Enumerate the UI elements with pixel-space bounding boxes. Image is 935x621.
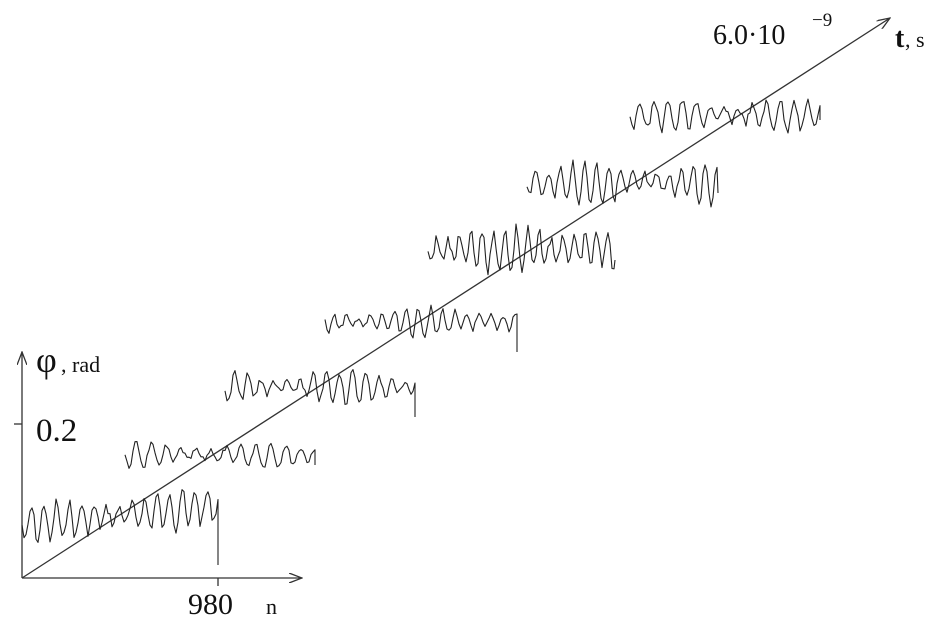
trace-6 [526, 159, 719, 208]
trace-1 [21, 489, 219, 565]
x-axis-label: n [266, 594, 277, 619]
t-tick-exponent: −9 [812, 10, 832, 31]
y-tick-label: 0.2 [36, 413, 77, 449]
x-tick-label: 980 [188, 588, 233, 621]
t-axis-unit: , s [905, 27, 925, 52]
y-axis-symbol: φ [36, 340, 57, 380]
trace-2 [124, 441, 316, 469]
trace-4 [324, 304, 518, 352]
trace-5 [427, 223, 616, 276]
y-axis-unit: , rad [61, 352, 100, 377]
t-axis-symbol: t [895, 23, 905, 54]
t-axis [21, 18, 890, 579]
t-tick-label: 6.0·10 [713, 20, 785, 51]
trace-3 [224, 369, 416, 417]
phase-traces [21, 98, 821, 565]
trace-7 [629, 98, 821, 134]
